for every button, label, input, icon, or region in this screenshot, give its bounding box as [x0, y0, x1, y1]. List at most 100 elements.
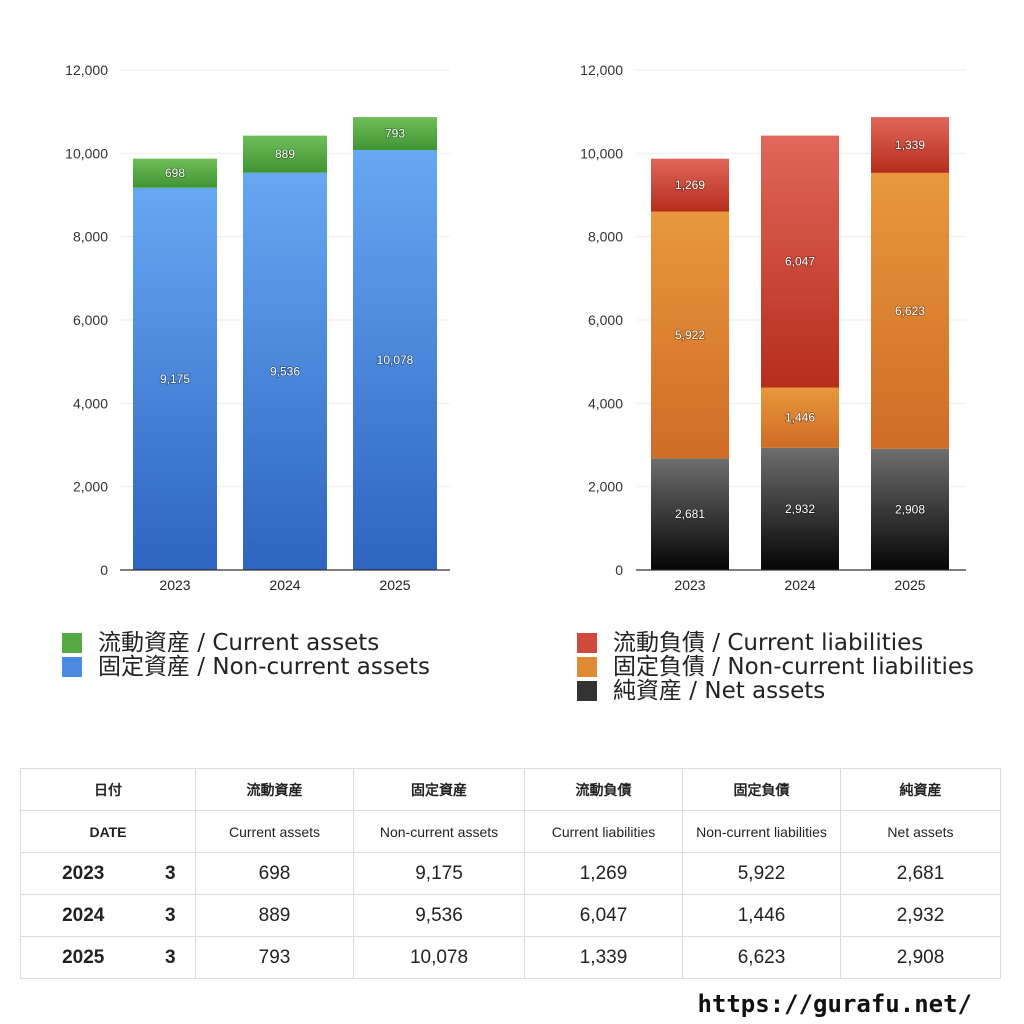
table-row: 2023 3 698 9,175 1,269 5,922 2,681	[20, 852, 1001, 895]
bar-segment	[133, 158, 217, 188]
y-tick-label: 0	[100, 562, 108, 578]
header-date-en: DATE	[20, 810, 196, 853]
data-label: 2,932	[785, 502, 815, 516]
x-tick-label: 2024	[784, 577, 815, 593]
legend-swatch	[577, 681, 597, 701]
legend-swatch	[62, 657, 82, 677]
legend-label: 流動負債 / Current liabilities	[613, 630, 924, 656]
row-month: 3	[145, 852, 196, 895]
header-current-liabilities-jp: 流動負債	[524, 768, 683, 811]
row-year: 2025	[20, 936, 146, 979]
data-label: 9,536	[270, 364, 300, 378]
cell-current-liabilities: 6,047	[524, 894, 683, 937]
cell-current-assets: 793	[195, 936, 354, 979]
cell-net-assets: 2,932	[840, 894, 1001, 937]
bar-segment	[871, 117, 949, 173]
data-label: 1,339	[895, 138, 925, 152]
y-tick-label: 4,000	[588, 395, 623, 411]
bar-segment	[651, 158, 729, 212]
y-tick-label: 12,000	[65, 62, 108, 78]
row-month: 3	[145, 894, 196, 937]
table-header-row-jp: 日付 流動資産 固定資産 流動負債 固定負債 純資産	[20, 768, 1001, 811]
bar-segment	[761, 387, 839, 448]
bar-segment	[353, 117, 437, 151]
data-label: 1,446	[785, 411, 815, 425]
header-net-assets-en: Net assets	[840, 810, 1001, 853]
data-label: 698	[165, 166, 185, 180]
data-label: 2,681	[675, 507, 705, 521]
assets-legend: 流動資産 / Current assets 固定資産 / Non-current…	[62, 631, 430, 679]
y-tick-label: 10,000	[580, 145, 623, 161]
data-label: 6,047	[785, 255, 815, 269]
cell-non-current-liabilities: 6,623	[682, 936, 841, 979]
bar-segment	[243, 135, 327, 173]
legend-label: 固定負債 / Non-current liabilities	[613, 654, 974, 680]
header-net-assets-jp: 純資産	[840, 768, 1001, 811]
cell-non-current-assets: 9,536	[353, 894, 525, 937]
legend-item-non-current-assets: 固定資産 / Non-current assets	[62, 655, 430, 679]
cell-current-liabilities: 1,269	[524, 852, 683, 895]
data-label: 2,908	[895, 502, 925, 516]
header-current-liabilities-en: Current liabilities	[524, 810, 683, 853]
x-tick-label: 2025	[379, 577, 410, 593]
header-current-assets-jp: 流動資産	[195, 768, 354, 811]
y-tick-label: 4,000	[73, 395, 108, 411]
legend-item-non-current-liabilities: 固定負債 / Non-current liabilities	[577, 655, 974, 679]
row-year: 2024	[20, 894, 146, 937]
header-non-current-liabilities-en: Non-current liabilities	[682, 810, 841, 853]
y-tick-label: 2,000	[588, 479, 623, 495]
cell-current-assets: 889	[195, 894, 354, 937]
legend-label: 純資産 / Net assets	[613, 678, 826, 704]
data-label: 793	[385, 127, 405, 141]
legend-item-net-assets: 純資産 / Net assets	[577, 679, 974, 703]
bar-segment	[871, 172, 949, 449]
legend-label: 流動資産 / Current assets	[98, 630, 380, 656]
cell-net-assets: 2,681	[840, 852, 1001, 895]
table-header-row-en: DATE Current assets Non-current assets C…	[20, 810, 1001, 853]
bar-segment	[133, 187, 217, 571]
data-label: 9,175	[160, 372, 190, 386]
data-label: 889	[275, 147, 295, 161]
cell-non-current-assets: 10,078	[353, 936, 525, 979]
bar-segment	[871, 448, 949, 570]
cell-current-liabilities: 1,339	[524, 936, 683, 979]
header-non-current-assets-en: Non-current assets	[353, 810, 525, 853]
y-tick-label: 0	[615, 562, 623, 578]
liabilities-chart: 0 2,000 4,000 6,000 8,000 10,000 12,000 2,681 5,…	[580, 62, 966, 593]
header-date-jp: 日付	[20, 768, 196, 811]
legend-item-current-liabilities: 流動負債 / Current liabilities	[577, 631, 974, 655]
assets-chart: 0 2,000 4,000 6,000 8,000 10,000 12,000 9,175 69…	[65, 62, 450, 593]
y-tick-label: 8,000	[73, 229, 108, 245]
data-label: 10,078	[377, 353, 414, 367]
table-row: 2025 3 793 10,078 1,339 6,623 2,908	[20, 936, 1001, 979]
header-current-assets-en: Current assets	[195, 810, 354, 853]
x-tick-label: 2024	[269, 577, 300, 593]
cell-net-assets: 2,908	[840, 936, 1001, 979]
x-tick-label: 2023	[159, 577, 190, 593]
y-tick-label: 2,000	[73, 479, 108, 495]
bar-segment	[761, 135, 839, 388]
bar-segment	[353, 150, 437, 571]
bar-segment	[651, 458, 729, 570]
cell-non-current-assets: 9,175	[353, 852, 525, 895]
header-non-current-assets-jp: 固定資産	[353, 768, 525, 811]
cell-non-current-liabilities: 1,446	[682, 894, 841, 937]
legend-swatch	[62, 633, 82, 653]
charts-canvas: 0 2,000 4,000 6,000 8,000 10,000 12,000 9,175 69…	[65, 62, 966, 593]
x-tick-label: 2023	[674, 577, 705, 593]
data-label: 6,623	[895, 304, 925, 318]
bar-segment	[651, 211, 729, 459]
data-label: 1,269	[675, 178, 705, 192]
legend-swatch	[577, 657, 597, 677]
liabilities-legend: 流動負債 / Current liabilities 固定負債 / Non-cu…	[577, 631, 974, 703]
data-label: 5,922	[675, 328, 705, 342]
site-url: https://gurafu.net/	[697, 990, 972, 1018]
y-tick-label: 6,000	[588, 312, 623, 328]
row-month: 3	[145, 936, 196, 979]
balance-sheet-table: 日付 流動資産 固定資産 流動負債 固定負債 純資産 DATE Current …	[20, 768, 1001, 979]
y-tick-label: 6,000	[73, 312, 108, 328]
y-tick-label: 12,000	[580, 62, 623, 78]
cell-current-assets: 698	[195, 852, 354, 895]
legend-item-current-assets: 流動資産 / Current assets	[62, 631, 430, 655]
row-year: 2023	[20, 852, 146, 895]
